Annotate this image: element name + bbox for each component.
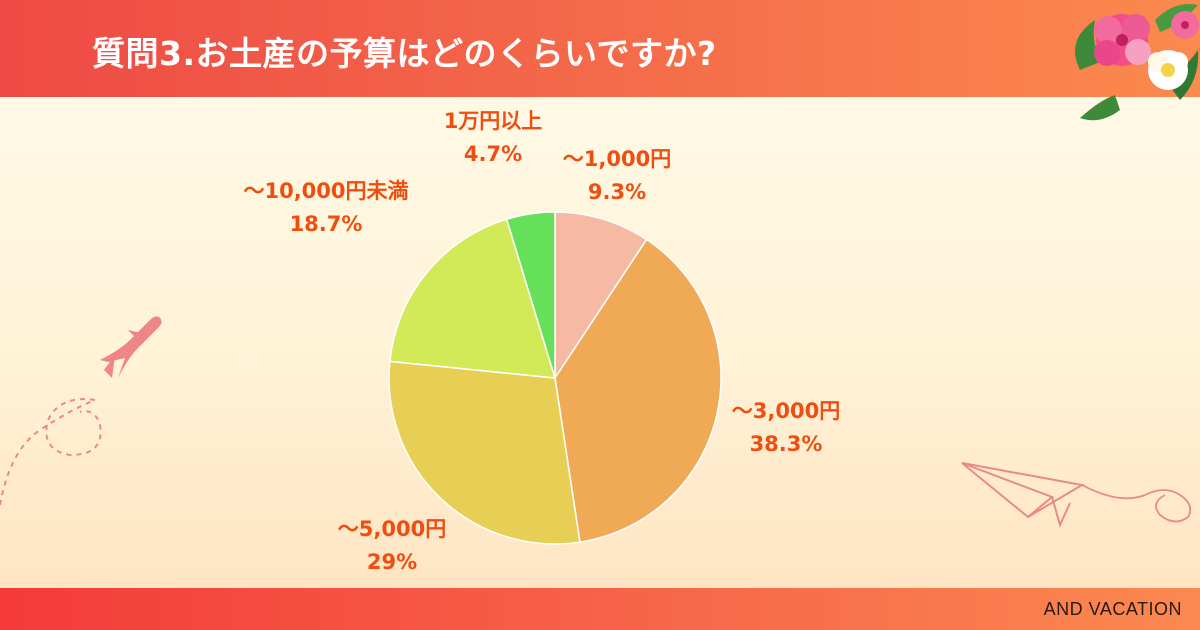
slice-label: 1万円以上 4.7% (444, 105, 543, 171)
paper-plane-icon (961, 462, 1192, 528)
slice-category: 〜5,000円 (337, 517, 447, 541)
slice-category: 1万円以上 (443, 109, 543, 133)
pie-slice (505, 211, 556, 379)
slice-percent: 9.3% (587, 180, 647, 204)
slice-category: 〜10,000円未満 (243, 179, 409, 203)
slice-percent: 4.7% (463, 142, 523, 166)
slice-percent: 18.7% (289, 212, 363, 236)
airplane-icon (0, 316, 162, 506)
pie-slice (389, 218, 557, 379)
page-title: 質問3.お土産の予算はどのくらいですか? (92, 34, 717, 73)
hibiscus-flowers-icon (1075, 4, 1199, 121)
footer-bar: AND VACATION (0, 588, 1200, 630)
slice-category: 〜3,000円 (731, 399, 841, 423)
slice-label: 〜10,000円未満 18.7% (243, 175, 408, 241)
header-bar: 質問3.お土産の予算はどのくらいですか? (0, 0, 1200, 97)
slice-category: 〜1,000円 (562, 147, 672, 171)
slice-percent: 29% (366, 550, 418, 574)
slice-label: 〜5,000円 29% (338, 513, 446, 579)
slice-percent: 38.3% (749, 432, 823, 456)
brand-name: AND VACATION (1043, 599, 1182, 619)
slice-label: 〜1,000円 9.3% (563, 143, 671, 209)
slice-label: 〜3,000円 38.3% (732, 395, 840, 461)
pie-slice (388, 360, 581, 545)
pie-slice (554, 211, 648, 381)
pie-slice (554, 238, 722, 543)
